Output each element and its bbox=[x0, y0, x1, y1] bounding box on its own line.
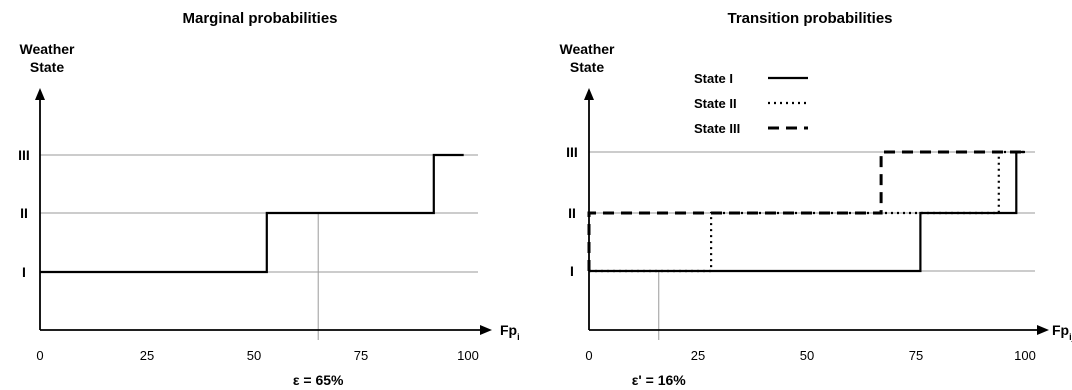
chart-1: Marginal probabilitiesWeatherStateFpiIII… bbox=[18, 10, 519, 388]
series-state-iii bbox=[587, 150, 1025, 271]
y-axis-label-line-1: Weather bbox=[20, 41, 76, 57]
x-axis-label: Fpij bbox=[1052, 322, 1072, 342]
y-tick-label-I: I bbox=[570, 263, 574, 279]
legend-label-3: State III bbox=[694, 121, 740, 136]
x-axis-arrow bbox=[1037, 325, 1049, 335]
y-axis-label-line-2: State bbox=[570, 59, 604, 75]
x-tick-label-0: 0 bbox=[36, 348, 43, 363]
annotation-label: ε = 65% bbox=[293, 372, 344, 388]
x-tick-label-75: 75 bbox=[909, 348, 923, 363]
x-tick-label-50: 50 bbox=[800, 348, 814, 363]
legend-label-2: State II bbox=[694, 96, 737, 111]
legend-label-1: State I bbox=[694, 71, 733, 86]
x-tick-label-0: 0 bbox=[585, 348, 592, 363]
y-axis-arrow bbox=[584, 88, 594, 100]
y-axis-arrow bbox=[35, 88, 45, 100]
x-tick-label-25: 25 bbox=[691, 348, 705, 363]
y-tick-label-III: III bbox=[566, 144, 578, 160]
x-axis-arrow bbox=[480, 325, 492, 335]
annotation-label: ε' = 16% bbox=[632, 372, 687, 388]
chart-2: Transition probabilities Weather State Fpij… bbox=[560, 10, 1072, 388]
y-tick-label-I: I bbox=[22, 264, 26, 280]
x-tick-label-75: 75 bbox=[354, 348, 368, 363]
x-tick-label-100: 100 bbox=[457, 348, 479, 363]
x-axis-label: Fpi bbox=[500, 322, 520, 342]
y-axis-label-line-1: Weather bbox=[560, 41, 616, 57]
y-axis-label-line-2: State bbox=[30, 59, 64, 75]
y-tick-label-III: III bbox=[18, 147, 30, 163]
series-line-1 bbox=[40, 153, 464, 274]
y-tick-label-II: II bbox=[20, 205, 28, 221]
x-tick-label-50: 50 bbox=[247, 348, 261, 363]
y-tick-label-II: II bbox=[568, 205, 576, 221]
chart-title: Transition probabilities bbox=[727, 10, 892, 27]
chart-title: Marginal probabilities bbox=[182, 10, 337, 27]
x-tick-label-100: 100 bbox=[1014, 348, 1036, 363]
x-tick-label-25: 25 bbox=[140, 348, 154, 363]
